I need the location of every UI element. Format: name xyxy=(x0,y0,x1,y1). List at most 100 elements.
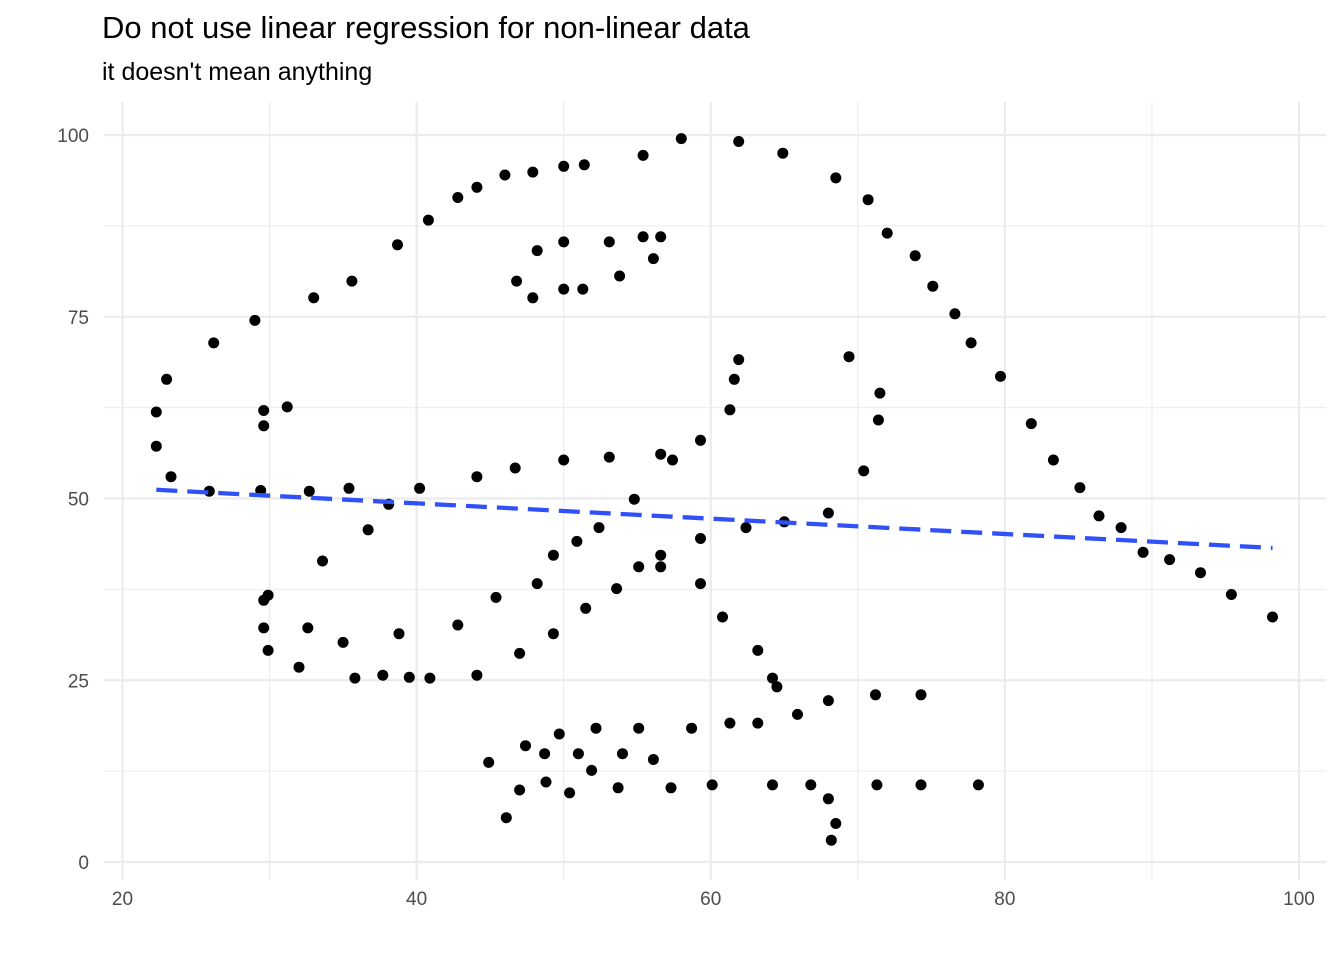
y-tick-label: 25 xyxy=(68,671,89,692)
data-point xyxy=(572,748,584,760)
data-point xyxy=(858,465,870,477)
major-gridlines xyxy=(104,102,1326,880)
data-point xyxy=(617,748,628,760)
data-point xyxy=(302,622,314,634)
data-point xyxy=(249,314,261,326)
data-point xyxy=(1137,546,1149,558)
data-point xyxy=(577,283,589,295)
data-point xyxy=(1093,510,1105,522)
data-point xyxy=(377,669,389,681)
minor-gridlines xyxy=(104,102,1326,880)
data-point xyxy=(258,622,270,634)
data-point xyxy=(611,583,623,595)
data-point xyxy=(564,787,576,799)
data-point xyxy=(471,669,483,681)
data-point xyxy=(871,779,883,791)
data-point xyxy=(1047,454,1059,466)
data-point xyxy=(281,401,293,413)
data-point xyxy=(612,782,624,794)
data-point xyxy=(733,354,745,366)
data-point xyxy=(717,611,728,623)
data-point xyxy=(655,448,667,460)
data-point xyxy=(1225,589,1237,600)
data-point xyxy=(603,451,615,463)
data-point xyxy=(558,283,570,295)
data-point xyxy=(343,482,355,494)
data-point xyxy=(881,227,893,239)
data-point xyxy=(665,782,677,794)
data-point xyxy=(558,236,570,248)
data-point xyxy=(915,779,927,791)
data-point xyxy=(547,549,559,561)
data-point xyxy=(728,373,740,385)
data-point xyxy=(614,270,626,282)
data-point xyxy=(403,671,415,683)
data-point xyxy=(527,166,539,178)
data-point xyxy=(874,387,886,399)
data-point xyxy=(414,482,426,494)
data-point xyxy=(150,440,162,452)
data-point xyxy=(165,471,177,483)
data-point xyxy=(500,812,512,824)
data-point xyxy=(862,194,874,206)
data-point xyxy=(393,628,405,640)
data-point xyxy=(349,672,361,684)
chart-title: Do not use linear regression for non-lin… xyxy=(102,10,750,45)
data-point xyxy=(514,647,526,659)
data-point xyxy=(724,717,736,729)
data-point xyxy=(655,549,667,561)
data-point xyxy=(558,160,570,172)
data-point xyxy=(633,722,645,734)
data-point xyxy=(317,555,328,567)
data-point xyxy=(675,133,687,145)
data-point xyxy=(509,462,521,474)
regression-line-group xyxy=(156,487,1273,551)
data-point xyxy=(452,192,464,203)
data-point xyxy=(392,239,403,251)
x-tick-label: 100 xyxy=(1283,889,1315,910)
data-point xyxy=(915,689,927,701)
data-point xyxy=(303,485,315,497)
data-point xyxy=(740,522,752,534)
data-point xyxy=(706,779,718,791)
data-point xyxy=(777,147,789,159)
data-point xyxy=(686,722,698,734)
data-point xyxy=(586,764,598,776)
data-point xyxy=(825,834,837,846)
data-point xyxy=(499,169,511,181)
data-point xyxy=(514,784,526,796)
y-tick-label: 0 xyxy=(78,853,89,874)
data-point xyxy=(1267,611,1278,623)
data-point xyxy=(593,522,605,534)
y-axis-ticks: 0 25 50 75 100 xyxy=(57,126,89,874)
data-point xyxy=(830,172,842,184)
data-point xyxy=(580,602,592,614)
data-point xyxy=(262,644,274,656)
data-points xyxy=(150,133,1278,846)
data-point xyxy=(161,373,173,385)
chart-subtitle: it doesn't mean anything xyxy=(102,58,373,86)
data-point xyxy=(927,280,939,292)
data-point xyxy=(452,619,464,631)
data-point xyxy=(647,754,659,765)
data-point xyxy=(1164,554,1176,566)
data-point xyxy=(637,149,649,161)
data-point xyxy=(767,779,778,791)
data-point xyxy=(872,414,884,426)
regression-line xyxy=(156,487,1273,551)
data-point xyxy=(362,524,374,536)
data-point xyxy=(752,644,764,656)
data-point xyxy=(1074,482,1086,494)
data-point xyxy=(733,136,745,147)
data-point xyxy=(1195,567,1206,579)
data-point xyxy=(308,292,320,304)
data-point xyxy=(553,728,565,740)
data-point xyxy=(655,561,667,573)
data-point xyxy=(972,779,984,791)
data-point xyxy=(843,351,855,363)
data-point xyxy=(647,253,659,265)
y-tick-label: 50 xyxy=(68,490,89,511)
data-point xyxy=(695,533,706,544)
